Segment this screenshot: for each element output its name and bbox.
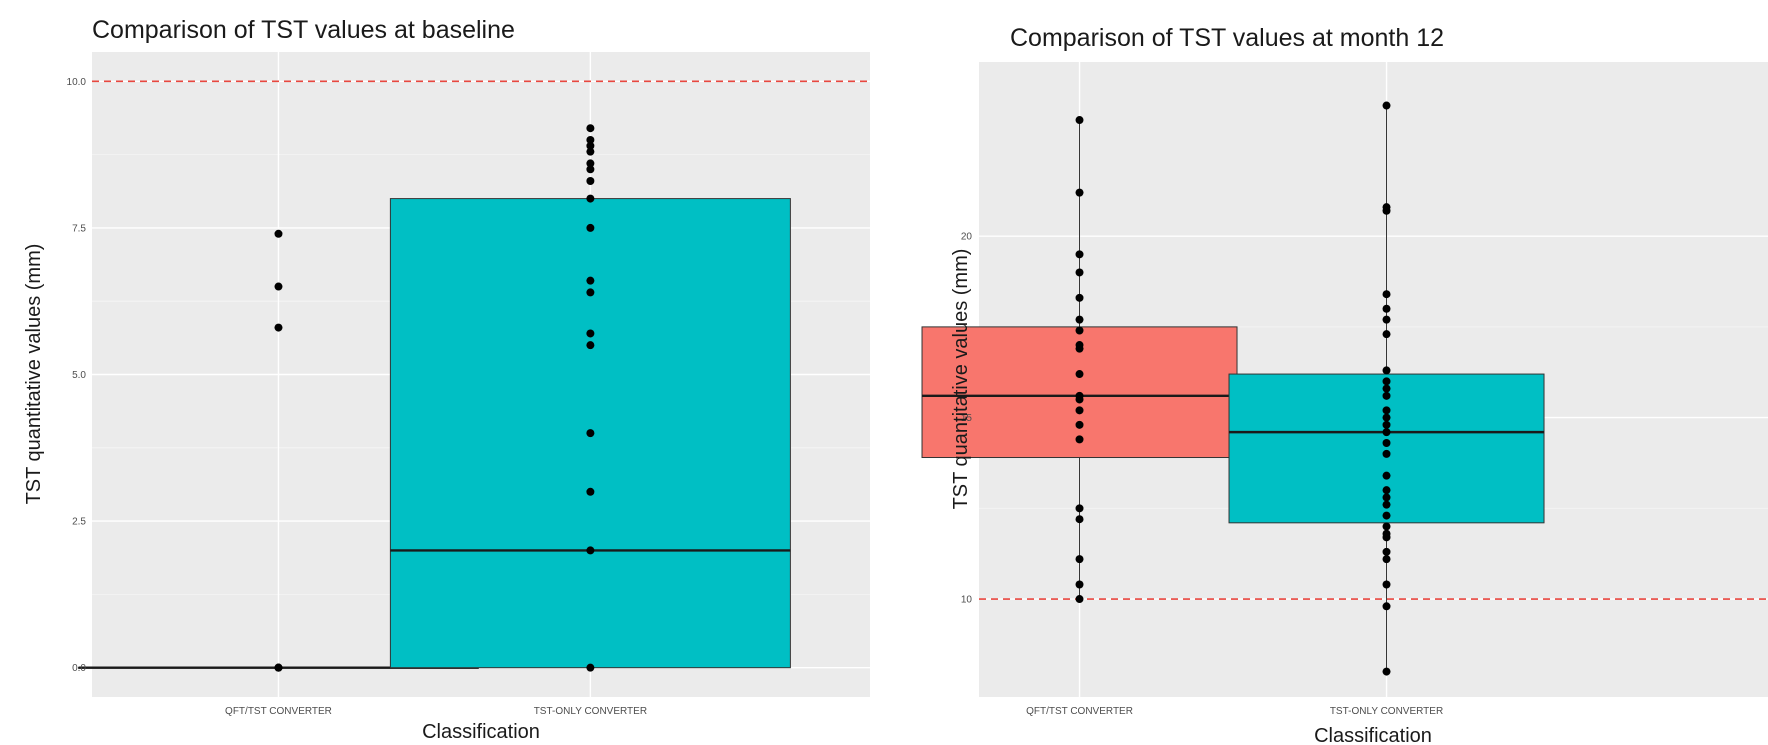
chart-month-12: Comparison of TST values at month 12 101… bbox=[922, 24, 1768, 745]
data-point bbox=[1076, 515, 1084, 523]
data-point bbox=[1076, 406, 1084, 414]
data-point bbox=[1383, 316, 1391, 324]
data-point bbox=[1383, 406, 1391, 414]
data-point bbox=[1076, 116, 1084, 124]
data-point bbox=[1076, 421, 1084, 429]
data-point bbox=[1076, 294, 1084, 302]
data-point bbox=[1383, 450, 1391, 458]
data-point bbox=[586, 488, 594, 496]
x-axis-title: Classification bbox=[422, 721, 540, 743]
data-point bbox=[586, 341, 594, 349]
data-point bbox=[586, 159, 594, 167]
data-point bbox=[1383, 392, 1391, 400]
data-point bbox=[586, 546, 594, 554]
data-point bbox=[586, 136, 594, 144]
data-point bbox=[1383, 203, 1391, 211]
data-point bbox=[1383, 428, 1391, 436]
data-point bbox=[1383, 548, 1391, 556]
data-point bbox=[1076, 504, 1084, 512]
chart-title: Comparison of TST values at month 12 bbox=[1010, 24, 1444, 52]
data-point bbox=[1383, 555, 1391, 563]
data-point bbox=[274, 664, 282, 672]
data-point bbox=[586, 277, 594, 285]
y-tick-label: 5.0 bbox=[72, 370, 86, 381]
x-axis-title: Classification bbox=[1314, 725, 1432, 745]
data-point bbox=[586, 664, 594, 672]
data-point bbox=[1383, 581, 1391, 589]
data-point bbox=[1383, 439, 1391, 447]
y-tick-label: 20 bbox=[961, 232, 973, 243]
data-point bbox=[586, 329, 594, 337]
data-point bbox=[1076, 327, 1084, 335]
data-point bbox=[1383, 290, 1391, 298]
data-point bbox=[1383, 512, 1391, 520]
y-tick-label: 0.0 bbox=[72, 663, 86, 674]
data-point bbox=[586, 429, 594, 437]
chart-baseline: Comparison of TST values at baseline 0.0… bbox=[23, 16, 870, 743]
data-point bbox=[1383, 385, 1391, 393]
data-point bbox=[586, 288, 594, 296]
x-tick-label: TST-ONLY CONVERTER bbox=[1330, 706, 1443, 717]
data-point bbox=[1383, 522, 1391, 530]
x-tick-label: QFT/TST CONVERTER bbox=[1026, 706, 1133, 717]
data-point bbox=[1383, 493, 1391, 501]
data-point bbox=[586, 224, 594, 232]
data-point bbox=[1383, 366, 1391, 374]
x-tick-labels: QFT/TST CONVERTER TST-ONLY CONVERTER bbox=[225, 706, 647, 717]
data-point bbox=[586, 177, 594, 185]
data-point bbox=[1383, 602, 1391, 610]
data-point bbox=[1383, 414, 1391, 422]
x-tick-label: TST-ONLY CONVERTER bbox=[534, 706, 647, 717]
data-point bbox=[1383, 501, 1391, 509]
data-point bbox=[586, 124, 594, 132]
data-point bbox=[1076, 341, 1084, 349]
data-point bbox=[1076, 435, 1084, 443]
data-point bbox=[1076, 370, 1084, 378]
data-point bbox=[1076, 581, 1084, 589]
y-tick-label: 2.5 bbox=[72, 517, 86, 528]
data-point bbox=[274, 283, 282, 291]
data-point bbox=[1383, 421, 1391, 429]
chart-title: Comparison of TST values at baseline bbox=[92, 16, 515, 44]
data-point bbox=[1383, 377, 1391, 385]
data-point bbox=[1076, 189, 1084, 197]
data-point bbox=[1383, 330, 1391, 338]
y-tick-labels: 0.0 2.5 5.0 7.5 10.0 bbox=[67, 77, 87, 674]
x-tick-labels: QFT/TST CONVERTER TST-ONLY CONVERTER bbox=[1026, 706, 1443, 717]
data-point bbox=[1076, 316, 1084, 324]
y-tick-label: 10.0 bbox=[67, 77, 87, 88]
y-axis-title: TST quantitative values (mm) bbox=[950, 249, 972, 510]
x-tick-label: QFT/TST CONVERTER bbox=[225, 706, 332, 717]
data-point bbox=[1383, 472, 1391, 480]
data-point bbox=[274, 324, 282, 332]
data-point bbox=[586, 195, 594, 203]
data-point bbox=[1076, 250, 1084, 258]
data-point bbox=[1383, 668, 1391, 676]
data-point bbox=[1383, 305, 1391, 313]
data-point bbox=[1076, 268, 1084, 276]
y-axis-title: TST quantitative values (mm) bbox=[23, 244, 45, 505]
data-point bbox=[1383, 530, 1391, 538]
data-point bbox=[1383, 486, 1391, 494]
data-point bbox=[1076, 595, 1084, 603]
data-point bbox=[1383, 102, 1391, 110]
data-point bbox=[274, 230, 282, 238]
data-point bbox=[1076, 392, 1084, 400]
y-tick-label: 10 bbox=[961, 595, 973, 606]
data-point bbox=[1076, 555, 1084, 563]
y-tick-label: 7.5 bbox=[72, 223, 86, 234]
